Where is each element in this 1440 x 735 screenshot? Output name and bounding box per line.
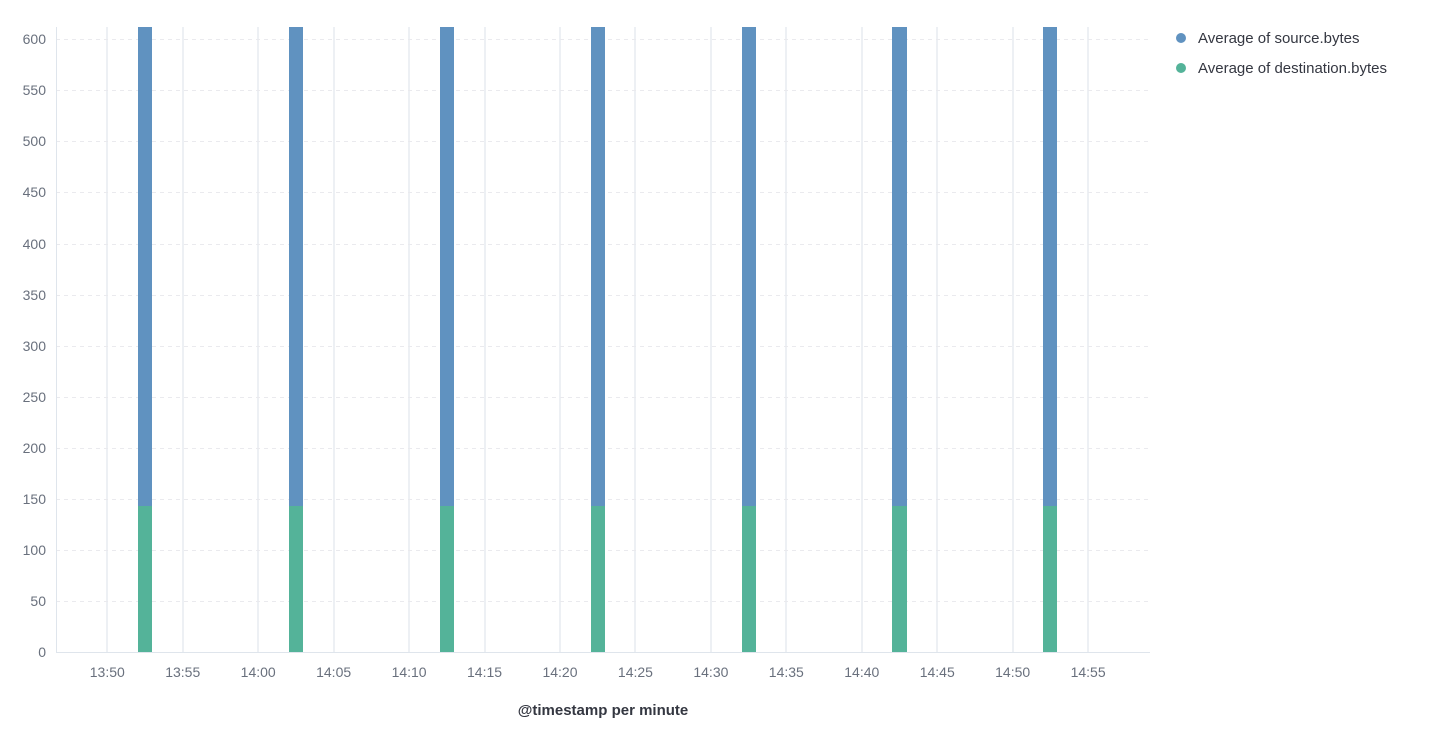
bar-segment-source[interactable] (1043, 27, 1058, 506)
x-tick-label: 14:00 (240, 664, 276, 680)
y-tick-label: 200 (22, 439, 46, 456)
vertical-gridline (558, 27, 561, 652)
bar-segment-destination[interactable] (892, 505, 907, 652)
x-tick-label: 14:50 (995, 664, 1031, 680)
legend-item-label: Average of source.bytes (1198, 29, 1360, 47)
vertical-gridline (106, 27, 109, 652)
x-axis-title: @timestamp per minute (517, 702, 689, 719)
vertical-gridline (860, 27, 863, 652)
legend-item[interactable]: Average of destination.bytes (1176, 53, 1387, 83)
bar-segment-destination[interactable] (288, 505, 303, 652)
bar-segment-source[interactable] (288, 27, 303, 506)
legend-item[interactable]: Average of source.bytes (1176, 23, 1359, 53)
y-tick-label: 100 (22, 541, 46, 558)
x-tick-label: 14:35 (768, 664, 804, 680)
bar-segment-source[interactable] (590, 27, 605, 506)
y-tick-label: 400 (22, 235, 46, 252)
x-tick-label: 13:55 (165, 664, 201, 680)
x-tick-label: 14:20 (542, 664, 578, 680)
vertical-gridline (483, 27, 486, 652)
y-tick-label: 0 (38, 644, 46, 660)
vertical-gridline (1011, 27, 1014, 652)
vertical-gridline (785, 27, 788, 652)
bar-segment-source[interactable] (741, 27, 756, 506)
bar-segment-destination[interactable] (590, 505, 605, 652)
y-tick-label: 450 (22, 184, 46, 201)
vertical-gridline (709, 27, 712, 652)
x-tick-label: 14:55 (1070, 664, 1106, 680)
y-axis-line (56, 27, 57, 652)
bar-segment-destination[interactable] (1043, 505, 1058, 652)
y-tick-label: 500 (22, 133, 46, 150)
y-tick-label: 600 (22, 31, 46, 48)
bar-segment-destination[interactable] (439, 505, 454, 652)
legend-color-dot-icon (1176, 63, 1186, 73)
vertical-gridline (408, 27, 411, 652)
y-tick-label: 550 (22, 82, 46, 99)
vertical-gridline (1087, 27, 1090, 652)
legend-color-dot-icon (1176, 33, 1186, 43)
y-tick-label: 250 (22, 388, 46, 405)
vertical-gridline (936, 27, 939, 652)
x-axis-baseline (56, 652, 1150, 653)
x-tick-label: 14:45 (919, 664, 955, 680)
legend-item-label: Average of destination.bytes (1198, 59, 1388, 77)
bar-segment-source[interactable] (137, 27, 153, 506)
y-tick-label: 50 (30, 592, 46, 609)
x-tick-label: 13:50 (89, 664, 125, 680)
x-tick-label: 14:15 (467, 664, 503, 680)
vertical-gridline (634, 27, 637, 652)
vertical-gridline (181, 27, 184, 652)
bar-segment-source[interactable] (439, 27, 454, 506)
bar-segment-destination[interactable] (741, 505, 756, 652)
vertical-gridline (332, 27, 335, 652)
x-tick-label: 14:05 (316, 664, 352, 680)
vertical-gridline (257, 27, 260, 652)
bar-segment-destination[interactable] (137, 505, 153, 652)
y-tick-label: 300 (22, 337, 46, 354)
bar-segment-source[interactable] (892, 27, 907, 506)
x-tick-label: 14:30 (693, 664, 729, 680)
x-tick-label: 14:40 (844, 664, 880, 680)
y-tick-label: 350 (22, 286, 46, 303)
x-tick-label: 14:10 (391, 664, 427, 680)
y-tick-label: 150 (22, 490, 46, 507)
x-tick-label: 14:25 (617, 664, 653, 680)
